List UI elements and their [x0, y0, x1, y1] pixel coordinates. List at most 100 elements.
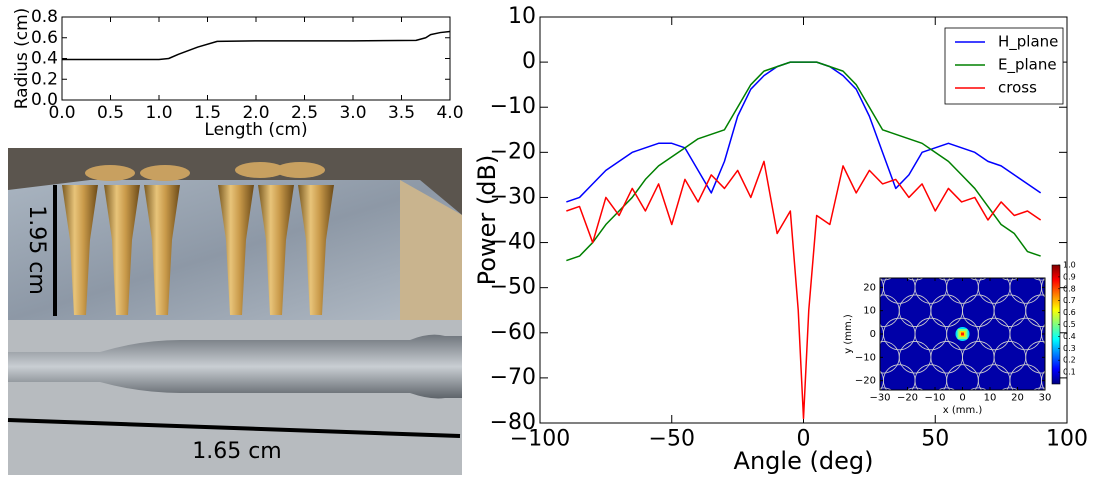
pixel-outline [1073, 365, 1105, 397]
x-axis-label: Angle (deg) [734, 447, 874, 475]
y-tick-label: 10 [863, 306, 876, 317]
pixel-outline [880, 278, 893, 281]
y-tick-label: −40 [490, 230, 536, 255]
pixel-outline [1089, 248, 1110, 280]
x-tick-label: 20 [1011, 393, 1024, 404]
data-line [566, 61, 1041, 262]
pixel-outline [1089, 388, 1110, 420]
legend-label: cross [998, 79, 1037, 97]
y-tick-label: 0.6 [31, 28, 58, 48]
x-tick-label: 2.5 [291, 103, 318, 123]
x-tick-label: 30 [1039, 393, 1052, 404]
pixel-outline [836, 388, 868, 420]
pixel-outline [1089, 295, 1110, 327]
x-tick-label: −20 [897, 393, 918, 404]
y-tick-label: 10 [508, 4, 536, 29]
pixel-outline [1041, 278, 1045, 298]
x-tick-label: −10 [924, 393, 945, 404]
x-tick-label: −30 [869, 393, 890, 404]
axes-frame [61, 16, 451, 101]
legend-box [944, 27, 1064, 105]
data-line [566, 160, 1042, 420]
pixel-layout [820, 248, 1110, 420]
pixel-outline [1025, 294, 1045, 327]
y-tick-label: −30 [490, 184, 536, 209]
pixel-outline [1032, 278, 1045, 281]
x-tick-label: 10 [984, 393, 997, 404]
x-tick-label: 0 [797, 427, 811, 452]
y-tick-label: 20 [863, 282, 876, 293]
pixel-outline [836, 248, 868, 280]
length-label: 1.65 cm [192, 439, 282, 464]
x-tick-label: −100 [510, 427, 570, 452]
y-tick-label: −60 [490, 320, 536, 345]
pixel-outline [938, 387, 956, 390]
pixel-outline [880, 323, 884, 345]
colorbar-tick-label: 0.4 [1063, 332, 1076, 341]
beam-spot [961, 332, 964, 336]
y-tick-label: 0.4 [31, 49, 58, 69]
y-tick-label: −20 [855, 376, 876, 387]
colorbar-tick-label: 0.8 [1063, 284, 1076, 293]
x-axis-label: x (mm.) [943, 405, 983, 416]
pixel-outline [906, 387, 924, 390]
x-tick-label: 3.0 [339, 103, 366, 123]
pixel-outline [1057, 388, 1089, 420]
x-axis-label: Length (cm) [204, 120, 307, 140]
x-tick-label: 1.0 [145, 103, 172, 123]
x-tick-label: 3.5 [388, 103, 415, 123]
y-tick-label: −50 [490, 275, 536, 300]
colorbar-tick-label: 0.2 [1063, 356, 1076, 365]
y-tick-label: −80 [490, 410, 536, 435]
y-axis-label: Radius (cm) [12, 8, 32, 110]
pixel-outline [1041, 323, 1045, 345]
y-tick-label: −10 [855, 352, 876, 363]
y-tick-label: 0 [870, 329, 876, 340]
colorbar-tick-label: 0.7 [1063, 296, 1076, 305]
colorbar-tick-label: 0.3 [1063, 344, 1076, 353]
legend-label: H_plane [998, 33, 1058, 52]
x-tick-label: 50 [921, 427, 949, 452]
x-tick-label: 2.0 [242, 103, 269, 123]
y-axis-label: y (mm.) [843, 314, 854, 354]
pixel-outline [820, 365, 852, 397]
x-tick-label: 0 [959, 393, 965, 404]
x-tick-label: −50 [649, 427, 695, 452]
y-axis-label: Power (dB) [473, 155, 501, 286]
pixel-outline [1073, 318, 1105, 350]
photo-horn-block [8, 148, 462, 320]
pixel-outline [1025, 341, 1045, 374]
legend-label: E_plane [998, 56, 1057, 75]
x-tick-label: 0.5 [97, 103, 124, 123]
pixel-outline [1001, 387, 1019, 390]
colorbar-tick-label: 0.6 [1063, 308, 1076, 317]
pixel-outline [1032, 387, 1045, 390]
colorbar-tick-label: 0.5 [1063, 320, 1076, 329]
y-tick-label: −10 [490, 94, 536, 119]
x-tick-label: 100 [1046, 427, 1088, 452]
x-tick-label: 1.5 [194, 103, 221, 123]
x-tick-label: 4.0 [436, 103, 463, 123]
y-tick-label: 0.8 [31, 7, 58, 27]
pixel-outline [1073, 272, 1105, 304]
photo-horn-profile [7, 320, 462, 475]
x-tick-label: 0.0 [48, 103, 75, 123]
height-label: 1.95 cm [24, 205, 49, 295]
pixel-outline [1041, 370, 1045, 390]
pixel-outline [1089, 341, 1110, 373]
colorbar-tick-label: 1.0 [1063, 261, 1076, 270]
pixel-outline [938, 278, 956, 281]
y-tick-label: −70 [490, 365, 536, 390]
colorbar-tick-label: 0.1 [1063, 368, 1076, 377]
y-tick-label: 0.0 [31, 90, 58, 110]
data-line [62, 30, 451, 61]
colorbar-tick-label: 0.9 [1063, 272, 1076, 281]
y-tick-label: 0.2 [31, 69, 58, 89]
pixel-outline [1001, 278, 1019, 281]
pixel-outline [820, 272, 852, 304]
y-tick-label: 0 [522, 49, 536, 74]
pixel-outline [906, 278, 924, 281]
pixel-outline [880, 387, 893, 390]
